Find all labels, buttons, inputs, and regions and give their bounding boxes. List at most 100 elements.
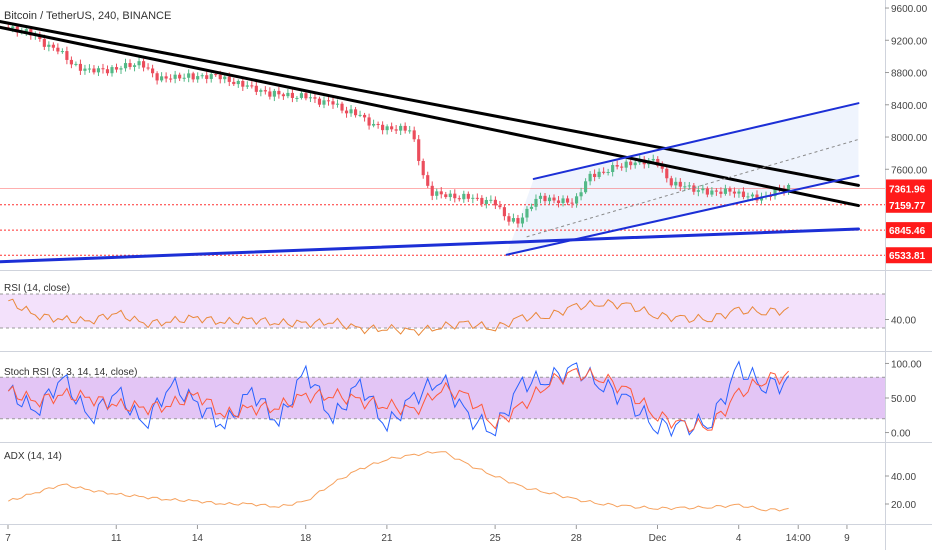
candle-body <box>435 191 439 196</box>
price-tick-label: 9200.00 <box>891 36 928 47</box>
candle-body <box>299 93 304 98</box>
rsi-line <box>8 298 789 337</box>
candle-body <box>412 130 416 140</box>
candle-body <box>444 194 448 198</box>
candle-body <box>507 216 511 222</box>
rsi-tick-label: 40.00 <box>891 316 916 327</box>
candle-body <box>615 165 619 167</box>
candle-body <box>69 59 73 65</box>
stoch-rsi-title: Stoch RSI (3, 3, 14, 14, close) <box>4 367 137 378</box>
candle-body <box>78 63 83 71</box>
candle-body <box>538 195 543 199</box>
candle-body <box>101 68 105 70</box>
candle-body <box>466 193 470 199</box>
candle-body <box>588 173 592 182</box>
candle-body <box>732 191 737 194</box>
rsi-title: RSI (14, close) <box>4 283 70 294</box>
time-tick-label: 11 <box>111 533 122 544</box>
time-tick-label: 14:00 <box>786 533 811 544</box>
candle-body <box>196 76 200 80</box>
candle-body <box>678 181 682 187</box>
candle-body <box>214 74 218 76</box>
candle-body <box>24 29 28 33</box>
candle-body <box>151 68 155 74</box>
candle-body <box>529 206 534 209</box>
candle-body <box>263 90 267 92</box>
candle-body <box>394 129 398 131</box>
candle-body <box>42 39 46 47</box>
candle-body <box>484 200 488 204</box>
candle-body <box>326 100 331 102</box>
candle-body <box>146 67 150 69</box>
candle-body <box>191 73 195 80</box>
time-tick-label: 25 <box>490 533 502 544</box>
candle-body <box>254 85 258 92</box>
candle-body <box>624 161 628 168</box>
candle-body <box>561 198 565 204</box>
candle-body <box>629 161 633 166</box>
candle-body <box>381 124 385 131</box>
candle-body <box>92 68 96 73</box>
candle-body <box>200 75 204 77</box>
rsi-band <box>0 294 885 328</box>
candle-body <box>602 171 606 173</box>
level-price-value: 6533.81 <box>889 251 926 262</box>
candle-body <box>272 90 276 97</box>
candle-body <box>268 91 272 97</box>
candle-body <box>692 185 696 192</box>
candle-body <box>741 191 746 198</box>
stoch-rsi-plot <box>0 360 885 438</box>
candle-body <box>723 188 727 194</box>
candle-body <box>408 130 412 132</box>
price-tick-label: 8800.00 <box>891 69 928 80</box>
candle-body <box>331 101 335 105</box>
time-tick-label: 4 <box>736 533 742 544</box>
candle-body <box>340 103 344 111</box>
candle-body <box>448 193 452 198</box>
candle-body <box>606 172 610 174</box>
candle-body <box>205 75 209 79</box>
stoch-tick-label: 50.00 <box>891 394 916 405</box>
candle-body <box>674 181 678 186</box>
candle-body <box>520 217 525 224</box>
candle-body <box>169 78 173 80</box>
stoch-line <box>7 360 790 438</box>
candle-body <box>367 117 371 126</box>
candle-body <box>511 218 516 222</box>
candle-body <box>385 126 389 131</box>
candle-body <box>141 61 146 68</box>
time-tick-label: 21 <box>381 533 393 544</box>
trendline-blue-support <box>0 227 860 264</box>
adx-pane[interactable] <box>0 443 885 525</box>
candle-body <box>584 181 588 193</box>
candle-body <box>128 63 132 67</box>
trendline-black-lower <box>0 25 860 208</box>
candle-body <box>750 194 755 197</box>
price-pane[interactable] <box>0 0 885 270</box>
candle-body <box>164 76 168 79</box>
candle-body <box>493 199 497 206</box>
time-tick-label: 7 <box>5 533 11 544</box>
candle-body <box>714 190 718 192</box>
candle-body <box>358 114 362 116</box>
candle-body <box>574 196 579 204</box>
candle-body <box>335 103 340 105</box>
candle-body <box>457 198 461 200</box>
candle-body <box>236 80 240 85</box>
time-tick-label: 9 <box>844 533 850 544</box>
adx-plot <box>8 451 789 512</box>
candle-body <box>209 74 213 79</box>
adx-tick-label: 20.00 <box>891 500 916 511</box>
level-price-value: 7159.77 <box>889 201 926 212</box>
stoch-band <box>0 377 885 419</box>
time-tick-label: 18 <box>300 533 312 544</box>
trendline-blue-channel-lower <box>505 174 860 256</box>
candle-body <box>547 197 552 202</box>
candle-body <box>728 188 732 192</box>
symbol-title: Bitcoin / TetherUS, 240, BINANCE <box>4 10 171 22</box>
candle-body <box>218 74 222 80</box>
candle-body <box>286 92 290 97</box>
candle-body <box>480 197 484 204</box>
candle-body <box>114 67 119 70</box>
